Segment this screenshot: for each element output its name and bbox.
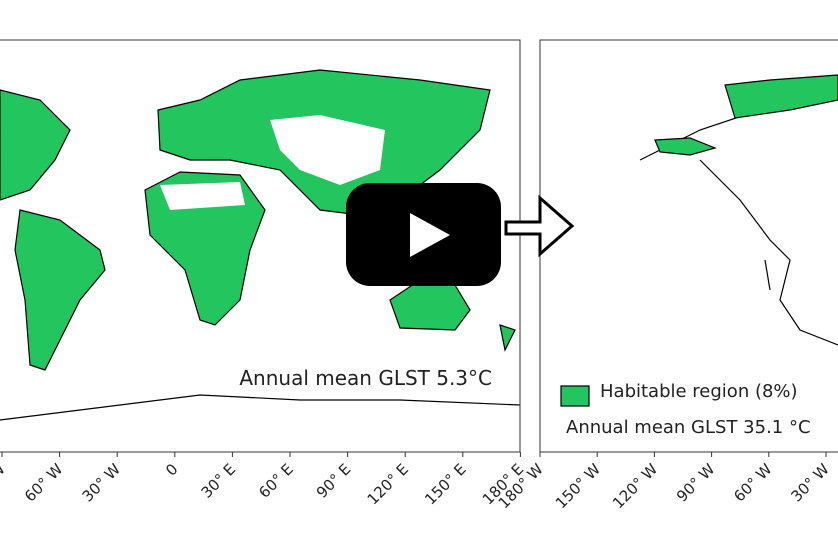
x-tick-label: 30° W [787,460,833,506]
x-tick-label: 90° W [673,460,719,506]
play-icon[interactable] [410,213,450,257]
x-tick-label: 60° W [730,460,776,506]
x-tick-label: 120° E [364,460,412,508]
x-tick-label: 30° W [79,460,125,506]
antarctica-coast [0,394,520,421]
x-tick-label: 120° W [609,460,661,512]
habitable-north [724,74,838,119]
right-annotation: Annual mean GLST 35.1 °C [566,417,811,438]
arrow [504,194,575,258]
legend-swatch [560,385,590,407]
legend-label: Habitable region (8%) [600,381,798,402]
x-tick-label: 60° W [21,460,67,506]
right-map [639,74,838,346]
south-america [14,209,106,371]
pangaea-coast [639,89,838,346]
sahara [160,182,245,210]
x-tick-label: 0 [162,460,181,479]
x-tick-label: 150° W [552,460,604,512]
left-map [0,69,520,421]
desert [270,115,385,185]
x-tick-label: 30° E [198,460,240,502]
left-annotation: Annual mean GLST 5.3°C [239,366,492,390]
habitable-west [654,137,717,156]
australia [389,279,471,331]
x-tick-label: 150° E [421,460,469,508]
left-frame [0,39,521,453]
africa [144,171,266,326]
north-america [0,89,71,201]
x-tick-label: 90° W [0,460,9,506]
new-zealand [499,324,516,352]
x-tick-label: 60° E [255,460,297,502]
x-tick-label: 90° E [313,460,355,502]
